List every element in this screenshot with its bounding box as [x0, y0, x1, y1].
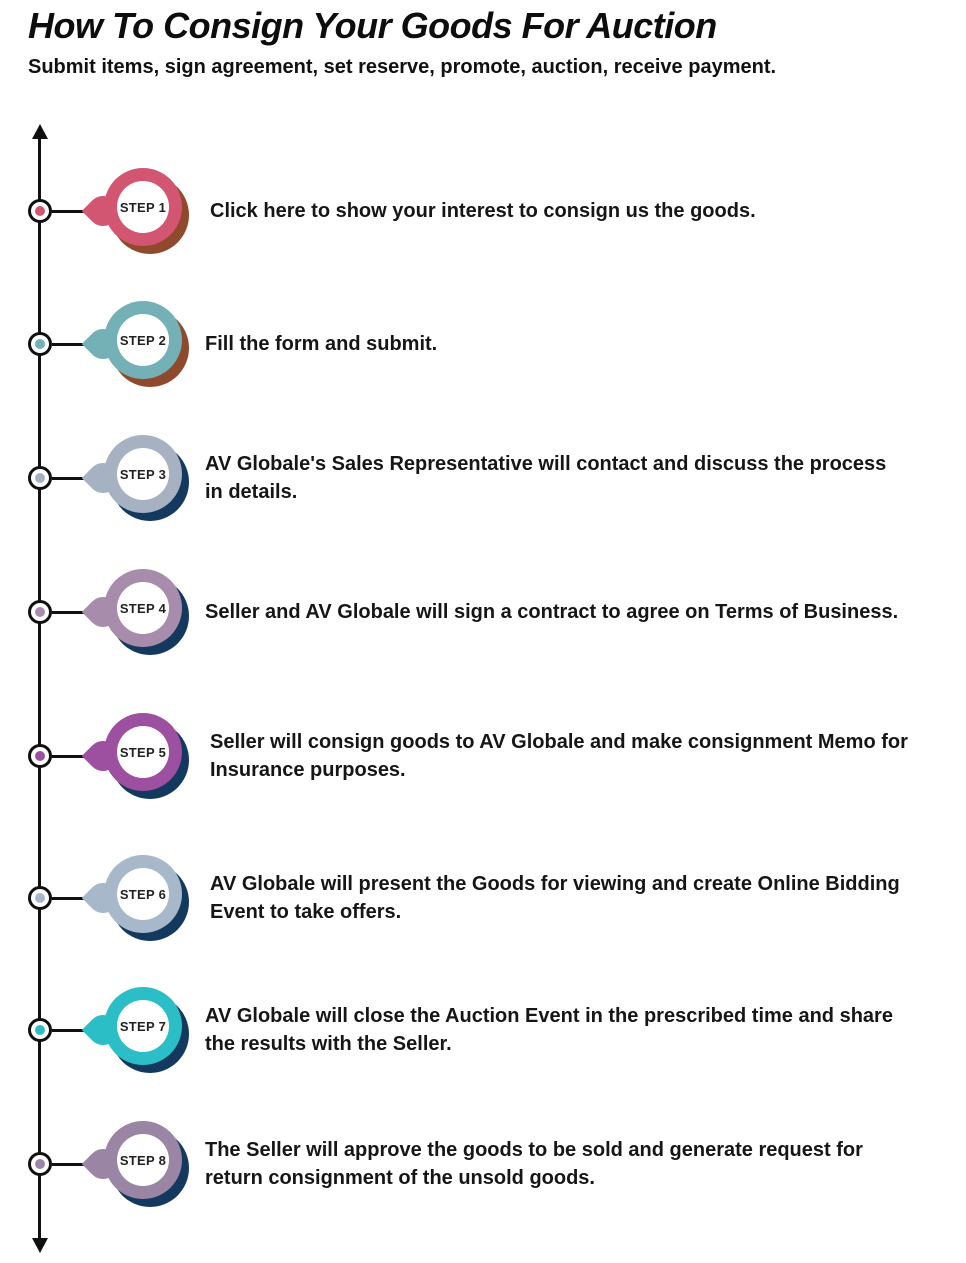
step-description: AV Globale will close the Auction Event … [205, 1005, 893, 1055]
step-description: The Seller will approve the goods to be … [205, 1139, 863, 1189]
node-dot [35, 751, 45, 761]
step-label: STEP 8 [119, 1152, 167, 1168]
timeline-axis [38, 138, 41, 1240]
badge-inner: STEP 2 [117, 314, 169, 366]
connector-line [52, 1163, 110, 1166]
step-label: STEP 6 [119, 886, 167, 902]
step-badge: STEP 1 [81, 168, 194, 254]
step-label: STEP 2 [119, 332, 167, 348]
step-badge: STEP 3 [81, 435, 194, 521]
step-label: STEP 7 [119, 1018, 167, 1034]
timeline-node [28, 600, 52, 624]
step-description: Seller and AV Globale will sign a contra… [205, 601, 899, 623]
connector-line [52, 611, 110, 614]
node-dot [35, 1025, 45, 1035]
connector-line [52, 897, 110, 900]
node-dot [35, 339, 45, 349]
connector-line [52, 477, 110, 480]
node-dot [35, 893, 45, 903]
connector-line [52, 755, 110, 758]
timeline-node [28, 886, 52, 910]
badge-inner: STEP 6 [117, 868, 169, 920]
node-dot [35, 206, 45, 216]
connector-line [52, 210, 110, 213]
connector-line [52, 343, 110, 346]
badge-inner: STEP 1 [117, 181, 169, 233]
badge-inner: STEP 3 [117, 448, 169, 500]
node-dot [35, 473, 45, 483]
step-description: AV Globale's Sales Representative will c… [205, 453, 887, 503]
step-badge: STEP 7 [81, 987, 194, 1073]
connector-line [52, 1029, 110, 1032]
page-subtitle: Submit items, sign agreement, set reserv… [28, 56, 777, 78]
badge-inner: STEP 7 [117, 1000, 169, 1052]
timeline-node [28, 466, 52, 490]
step-label: STEP 5 [119, 744, 167, 760]
timeline-arrow-down-icon [32, 1238, 48, 1253]
node-dot [35, 607, 45, 617]
node-dot [35, 1159, 45, 1169]
step-badge: STEP 4 [81, 569, 194, 655]
step-label: STEP 4 [119, 600, 167, 616]
badge-inner: STEP 5 [117, 726, 169, 778]
step-label: STEP 1 [119, 199, 167, 215]
timeline-arrow-up-icon [32, 124, 48, 139]
badge-inner: STEP 4 [117, 582, 169, 634]
step-badge: STEP 5 [81, 713, 194, 799]
step-description[interactable]: Click here to show your interest to cons… [210, 200, 756, 222]
page-title: How To Consign Your Goods For Auction [28, 5, 717, 46]
timeline-node [28, 1152, 52, 1176]
timeline-node [28, 744, 52, 768]
step-description: AV Globale will present the Goods for vi… [210, 873, 900, 923]
step-badge: STEP 2 [81, 301, 194, 387]
step-description: Fill the form and submit. [205, 333, 438, 355]
step-description: Seller will consign goods to AV Globale … [210, 731, 908, 781]
timeline-node [28, 199, 52, 223]
timeline-node [28, 1018, 52, 1042]
badge-inner: STEP 8 [117, 1134, 169, 1186]
timeline-node [28, 332, 52, 356]
step-badge: STEP 6 [81, 855, 194, 941]
step-badge: STEP 8 [81, 1121, 194, 1207]
page-header: How To Consign Your Goods For Auction Su… [28, 4, 938, 81]
step-label: STEP 3 [119, 466, 167, 482]
